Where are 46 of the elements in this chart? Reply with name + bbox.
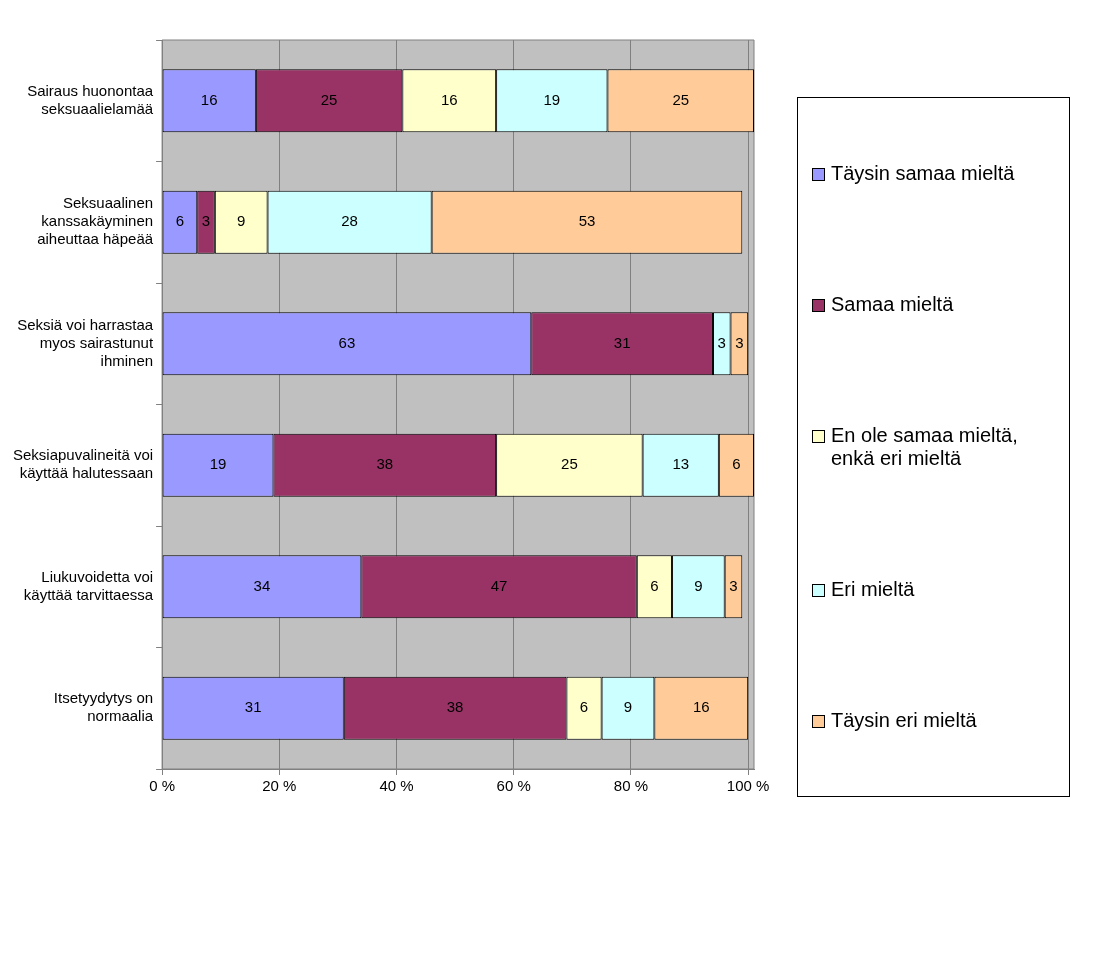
data-label: 9 [237,212,246,230]
legend-label: Täysin eri mieltä [831,709,977,732]
data-label: 34 [253,576,271,594]
data-label: 6 [579,698,589,716]
data-label: 3 [717,333,726,351]
data-label: 38 [446,698,464,716]
data-label: 16 [200,90,218,108]
data-label: 6 [175,212,185,230]
x-tick-label: 40 % [379,777,414,795]
data-label: 3 [729,576,738,594]
y-tick-label: Seksuaalinen kanssakäyminen aiheuttaa häpeää [37,194,154,248]
x-tick-label: 20 % [262,777,297,795]
data-label: 31 [613,333,631,351]
legend-label: Täysin samaa mieltä [831,162,1015,185]
data-label: 47 [490,576,508,594]
data-label: 3 [735,333,744,351]
data-label: 3 [201,212,211,230]
data-label: 53 [578,212,596,230]
legend-label: Eri mieltä [831,578,915,601]
data-label: 6 [650,576,659,594]
data-label: 6 [732,455,741,473]
data-label: 19 [543,90,561,108]
y-tick-label: Seksiapuvalineitä voi käyttää halutessaan [12,446,154,482]
y-tick-label: Sairaus huonontaa seksuaalielamää [27,81,154,117]
legend-label: En ole samaa mieltä, enkä eri mieltä [831,424,1019,470]
data-label: 25 [561,455,578,473]
x-tick-label: 0 % [149,777,176,795]
data-label: 25 [320,90,338,108]
x-tick-label: 60 % [496,777,531,795]
data-label: 13 [672,455,690,473]
x-tick-label: 80 % [613,777,649,795]
data-label: 9 [694,576,703,594]
y-tick-label: Itsetyydytys on normaalia [53,689,154,725]
data-label: 28 [341,212,358,230]
legend-label: Samaa mieltä [831,293,954,316]
data-label: 25 [672,90,690,108]
x-tick-label: 100 % [726,777,770,795]
data-label: 38 [376,455,394,473]
data-label: 9 [623,698,633,716]
data-label: 16 [692,698,710,716]
data-label: 19 [209,455,227,473]
y-tick-label: Liukuvoidetta voi käyttää tarvittaessa [23,567,154,603]
data-label: 16 [440,90,458,108]
data-label: 31 [244,698,262,716]
y-tick-label: Seksiä voi harrastaa myos sairastunut ihminen [17,315,154,369]
data-label: 63 [338,333,356,351]
